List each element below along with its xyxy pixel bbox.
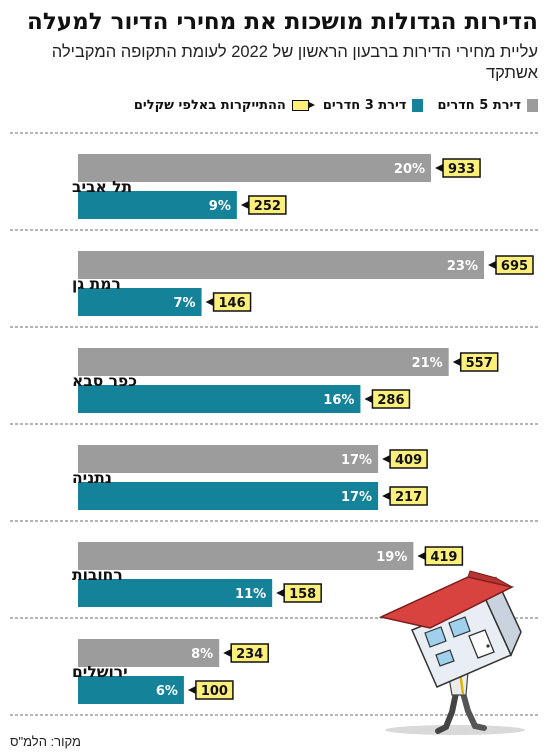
- legend-swatch-3-rooms: [412, 98, 424, 112]
- category-label: תל אביב: [72, 178, 132, 196]
- price-tag-label: 557: [466, 356, 493, 371]
- tag-pointer: [223, 649, 232, 657]
- price-tag-label: 933: [448, 162, 475, 177]
- bar-value-label: 17%: [341, 453, 372, 468]
- tag-pointer: [382, 492, 391, 500]
- legend: דירת 5 חדרים דירת 3 חדרים ההתייקרות באלפ…: [12, 95, 538, 115]
- category-label: רמת גן: [72, 275, 121, 293]
- legend-swatch-5-rooms: [527, 98, 538, 112]
- price-tag: [195, 680, 234, 700]
- bar-value-label: 7%: [173, 296, 195, 311]
- price-tag: [248, 195, 287, 215]
- category-label: ירושלים: [72, 663, 128, 681]
- price-tag: [389, 449, 428, 469]
- bar-value-label: 19%: [376, 550, 407, 565]
- price-tag-label: 252: [254, 199, 281, 214]
- bar-value-label: 11%: [235, 587, 266, 602]
- bar-value-label: 9%: [209, 199, 231, 214]
- price-tag-label: 695: [501, 259, 528, 274]
- price-tag: [283, 583, 322, 603]
- tag-pointer: [417, 552, 426, 560]
- tag-pointer: [240, 201, 249, 209]
- price-tag-label: 100: [201, 684, 228, 699]
- tag-pointer: [488, 261, 496, 269]
- price-tag-label: 419: [430, 550, 457, 565]
- legend-label-5-rooms: דירת 5 חדרים: [437, 97, 521, 113]
- legend-label-3-rooms: דירת 3 חדרים: [322, 97, 407, 113]
- bar-value-label: 23%: [447, 259, 478, 274]
- data-labels: 20% 933 9% 252 23% 695 7% 146 21% 557 16% 286 17% 409…: [156, 158, 534, 700]
- category-labels: תל אביב רמת גן כפר סבא נתניה רחובות ירושלים: [72, 178, 137, 681]
- price-tag-label: 146: [218, 296, 245, 311]
- bar-value-label: 16%: [323, 393, 354, 408]
- price-tag: [495, 255, 534, 275]
- price-tag: [230, 643, 269, 663]
- house-illustration-icon: [378, 570, 525, 735]
- price-tag: [424, 546, 464, 566]
- legend-item-3-rooms: דירת 3 חדרים: [323, 98, 424, 113]
- chart-subtitle: עליית מחירי הדירות ברבעון הראשון של 2022…: [51, 43, 538, 82]
- category-label: נתניה: [72, 469, 112, 487]
- tag-pointer: [435, 164, 444, 172]
- price-tag: [212, 292, 252, 312]
- legend-item-5-rooms: דירת 5 חדרים: [437, 98, 538, 113]
- tag-pointer: [452, 358, 461, 366]
- tag-pointer: [187, 686, 196, 694]
- bar-value-label: 8%: [191, 647, 213, 662]
- tag-pointer: [364, 395, 373, 403]
- legend-item-tag: ההתייקרות באלפי שקלים: [133, 97, 315, 113]
- price-tag-label: 158: [289, 587, 316, 602]
- price-tag-label: 234: [236, 647, 263, 662]
- price-tag-label: 286: [377, 393, 404, 408]
- bar: [78, 251, 484, 279]
- tag-pointer: [205, 298, 214, 306]
- legend-swatch-tag: [291, 99, 315, 111]
- bar: [78, 154, 432, 182]
- source-note: מקור: הלמ"ס: [10, 734, 81, 749]
- bar-value-label: 6%: [156, 684, 178, 699]
- bar: [78, 385, 361, 413]
- bar-value-label: 20%: [394, 162, 425, 177]
- bar: [78, 445, 379, 473]
- bar-value-label: 21%: [412, 356, 443, 371]
- bar: [78, 288, 202, 316]
- bar: [78, 191, 237, 219]
- price-tag: [389, 486, 428, 506]
- bar: [78, 348, 449, 376]
- bar: [78, 639, 220, 667]
- category-label: כפר סבא: [72, 372, 137, 390]
- tag-pointer: [382, 455, 391, 463]
- price-tag: [459, 352, 499, 372]
- chart-title: הדירות הגדולות מושכות את מחירי הדיור למע…: [27, 9, 538, 35]
- bar: [78, 482, 379, 510]
- bar-value-label: 17%: [341, 490, 372, 505]
- price-tag-label: 217: [395, 490, 422, 505]
- bar: [78, 676, 184, 704]
- bars: [78, 154, 484, 704]
- legend-label-tag: ההתייקרות באלפי שקלים: [133, 97, 286, 113]
- category-label: רחובות: [72, 566, 123, 584]
- bar: [78, 542, 414, 570]
- bar: [78, 579, 273, 607]
- tag-pointer: [276, 589, 285, 597]
- price-tag: [371, 389, 411, 409]
- price-tag-label: 409: [395, 453, 422, 468]
- price-tag: [442, 158, 481, 178]
